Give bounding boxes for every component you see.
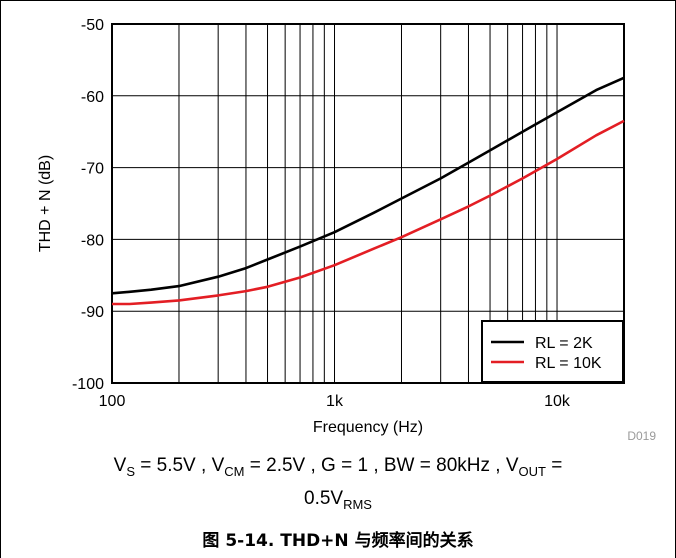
- frame-left-border: [0, 0, 1, 558]
- series-line-rl-10k: [112, 119, 625, 306]
- figure-caption: 图 5-14. THD+N 与频率间的关系: [202, 531, 474, 551]
- y-tick-label: -100: [72, 376, 104, 393]
- frame-top-border: [0, 0, 676, 1]
- y-tick-label: -70: [81, 161, 104, 178]
- y-tick-label: -80: [81, 232, 104, 249]
- x-tick-label: 1k: [326, 393, 344, 410]
- y-tick-label: -50: [81, 17, 104, 34]
- series-line-rl-2k: [111, 76, 625, 295]
- x-axis-label: Frequency (Hz): [313, 419, 423, 436]
- legend-label-rl-2k: RL = 2K: [535, 335, 593, 352]
- x-tick-label: 100: [99, 393, 126, 410]
- y-tick-label: -90: [81, 304, 104, 321]
- test-conditions-line-1: VS = 5.5V , VCM = 2.5V , G = 1 , BW = 80…: [113, 455, 563, 479]
- legend-label-rl-10k: RL = 10K: [535, 355, 602, 372]
- y-axis-label: THD + N (dB): [37, 155, 54, 252]
- x-tick-label: 10k: [544, 393, 571, 410]
- plot-area-frame: [111, 23, 625, 384]
- legend-box: [481, 320, 624, 383]
- y-tick-label: -60: [81, 89, 104, 106]
- figure-id-tag: D019: [627, 429, 656, 443]
- test-conditions-line-2: 0.5VRMS: [304, 488, 372, 512]
